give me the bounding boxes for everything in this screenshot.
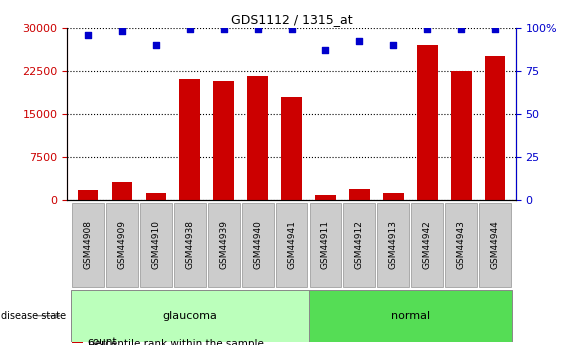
Text: count: count — [87, 337, 117, 345]
Text: GSM44944: GSM44944 — [491, 220, 500, 269]
Text: GSM44938: GSM44938 — [185, 220, 194, 269]
Bar — [451, 71, 472, 200]
FancyBboxPatch shape — [479, 203, 511, 287]
Point — [151, 42, 161, 48]
FancyBboxPatch shape — [105, 203, 138, 287]
Text: GSM44913: GSM44913 — [389, 220, 398, 269]
Bar — [349, 189, 370, 200]
FancyBboxPatch shape — [139, 203, 172, 287]
FancyBboxPatch shape — [343, 203, 376, 287]
Text: GSM44942: GSM44942 — [423, 220, 432, 269]
FancyBboxPatch shape — [241, 203, 274, 287]
Title: GDS1112 / 1315_at: GDS1112 / 1315_at — [231, 13, 352, 27]
Bar — [77, 190, 98, 200]
Text: GSM44912: GSM44912 — [355, 220, 364, 269]
Text: glaucoma: glaucoma — [162, 311, 217, 321]
Point — [389, 42, 398, 48]
Text: GSM44909: GSM44909 — [117, 220, 126, 269]
Text: GSM44939: GSM44939 — [219, 220, 228, 269]
Point — [287, 27, 296, 32]
Point — [490, 27, 500, 32]
Bar — [145, 193, 166, 200]
Text: normal: normal — [391, 311, 430, 321]
Point — [423, 27, 432, 32]
Point — [456, 27, 466, 32]
Bar — [308, 290, 512, 342]
Bar — [383, 193, 404, 200]
FancyBboxPatch shape — [377, 203, 410, 287]
FancyBboxPatch shape — [445, 203, 478, 287]
Bar — [417, 45, 438, 200]
FancyBboxPatch shape — [275, 203, 308, 287]
Bar — [281, 97, 302, 200]
FancyBboxPatch shape — [207, 203, 240, 287]
Text: percentile rank within the sample: percentile rank within the sample — [87, 339, 264, 345]
Bar — [315, 195, 336, 200]
Bar — [247, 77, 268, 200]
Point — [83, 32, 93, 37]
Text: GSM44940: GSM44940 — [253, 220, 262, 269]
FancyBboxPatch shape — [411, 203, 444, 287]
Text: GSM44943: GSM44943 — [457, 220, 466, 269]
Point — [185, 27, 195, 32]
Text: disease state: disease state — [1, 311, 66, 321]
Point — [355, 39, 364, 44]
Point — [219, 27, 229, 32]
Point — [117, 28, 127, 34]
Bar — [72, 342, 83, 343]
Bar — [111, 182, 132, 200]
FancyBboxPatch shape — [309, 203, 342, 287]
Text: GSM44941: GSM44941 — [287, 220, 296, 269]
FancyBboxPatch shape — [72, 203, 104, 287]
Text: GSM44908: GSM44908 — [83, 220, 92, 269]
Point — [253, 27, 263, 32]
Text: GSM44911: GSM44911 — [321, 220, 330, 269]
Text: GSM44910: GSM44910 — [151, 220, 160, 269]
Bar — [485, 56, 506, 200]
Bar — [71, 290, 308, 342]
FancyBboxPatch shape — [173, 203, 206, 287]
Point — [321, 47, 330, 53]
Bar — [179, 79, 200, 200]
Bar — [213, 80, 234, 200]
